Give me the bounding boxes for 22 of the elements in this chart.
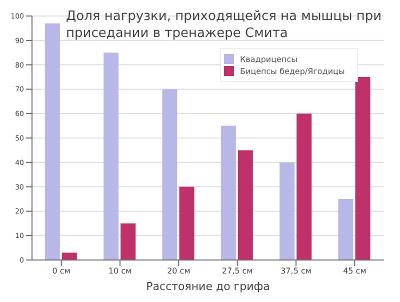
chart-title: Доля нагрузки, приходящейся на мышцы при приседании в тренажере Смита xyxy=(66,8,383,42)
x-tick-label: 27,5 см xyxy=(222,266,253,276)
x-tick-label: 45 см xyxy=(343,266,366,276)
x-tick-label: 37,5 см xyxy=(280,266,312,276)
bar xyxy=(355,77,370,260)
bar xyxy=(104,52,119,260)
bar xyxy=(62,252,77,260)
bar xyxy=(120,223,136,260)
bar xyxy=(238,150,253,260)
legend-label: Квадрицепсы xyxy=(240,54,298,64)
x-tick-label: 20 см xyxy=(167,266,190,276)
x-tick-label: 0 см xyxy=(52,266,70,276)
bar xyxy=(44,23,60,260)
bar xyxy=(280,162,295,260)
legend-label: Бицепсы бедер/Ягодицы xyxy=(240,66,345,76)
x-tick-label: 10 см xyxy=(108,266,132,276)
bar xyxy=(179,186,194,260)
bar xyxy=(338,199,354,260)
bar xyxy=(220,126,236,260)
bar xyxy=(162,89,178,260)
bar xyxy=(296,114,312,260)
x-axis-title: Расстояние до грифа xyxy=(146,280,270,293)
